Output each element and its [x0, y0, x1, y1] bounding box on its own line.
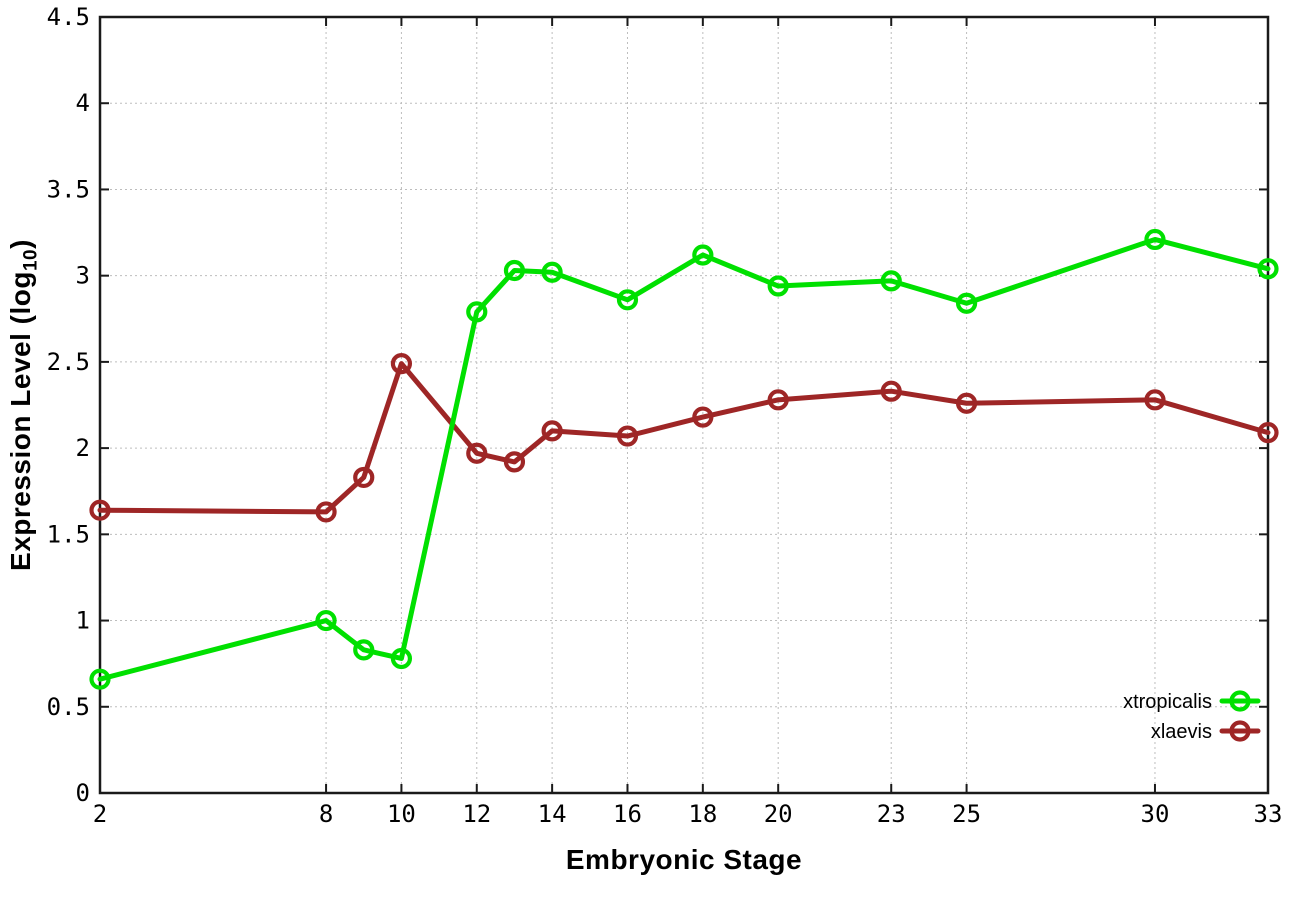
legend-marker-icon-xtropicalis: [1229, 690, 1251, 712]
series-xlaevis-marker: [353, 466, 375, 489]
series-xtropicalis-marker: [541, 261, 563, 283]
series-xtropicalis-marker: [880, 270, 902, 292]
y-tick-label: 0.5: [47, 693, 90, 721]
series-xlaevis-marker: [1257, 421, 1279, 444]
series-xlaevis-marker: [955, 392, 978, 414]
y-axis-title-subscript: 10: [20, 248, 42, 272]
legend-label-xlaevis: xlaevis: [1151, 721, 1212, 743]
x-tick-label: 10: [387, 800, 416, 828]
x-tick-label: 30: [1141, 800, 1170, 828]
series-xtropicalis-line: [97, 236, 1271, 682]
x-tick-label: 23: [877, 800, 906, 828]
x-tick-label: 20: [764, 800, 793, 828]
y-tick-label: 1.5: [47, 520, 90, 548]
series-xtropicalis-marker: [767, 275, 789, 297]
x-tick-label: 12: [462, 800, 491, 828]
series-xlaevis-line: [97, 361, 1271, 515]
series-xtropicalis-marker: [89, 668, 111, 690]
y-axis-title: Expression Level (log10): [5, 239, 42, 571]
series-xlaevis-marker: [541, 420, 563, 442]
y-axis-title-suffix: ): [5, 239, 36, 249]
y-tick-label: 2.5: [47, 348, 90, 376]
series-xlaevis-marker: [616, 425, 639, 447]
x-tick-label: 2: [93, 800, 107, 828]
y-tick-label: 3.5: [47, 175, 90, 203]
series-xlaevis-marker: [315, 501, 337, 523]
y-axis-title-text: Expression Level (log: [5, 271, 36, 571]
y-tick-label: 3: [76, 262, 90, 290]
x-tick-label: 25: [952, 800, 981, 828]
series-xtropicalis-marker: [390, 647, 413, 670]
series-xtropicalis-marker: [692, 244, 714, 266]
x-tick-label: 33: [1254, 800, 1283, 828]
y-tick-label: 1: [76, 607, 90, 635]
series-xlaevis-marker: [880, 380, 902, 402]
series-xtropicalis-marker: [466, 301, 488, 323]
series-xtropicalis-marker: [616, 289, 639, 311]
series-xlaevis-marker: [767, 389, 789, 411]
series-xlaevis-marker: [466, 442, 488, 464]
series-xtropicalis-marker: [955, 292, 978, 314]
x-axis-title: Embryonic Stage: [565, 844, 803, 875]
legend-label-xtropicalis: xtropicalis: [1123, 691, 1212, 713]
y-tick-label: 2: [76, 434, 90, 462]
y-tick-label: 0: [76, 779, 90, 807]
series-xlaevis-marker: [1144, 389, 1166, 411]
series-xlaevis-marker: [692, 406, 714, 428]
series-xtropicalis-marker: [1144, 228, 1166, 251]
y-tick-label: 4: [76, 89, 90, 117]
series-xlaevis-marker: [390, 353, 413, 375]
y-tick-label: 4.5: [47, 3, 90, 31]
x-tick-label: 16: [613, 800, 642, 828]
series-xtropicalis-marker: [503, 259, 526, 282]
series-xlaevis-marker: [89, 499, 111, 521]
x-tick-label: 14: [538, 800, 567, 828]
series-xlaevis-marker: [503, 451, 526, 473]
series-xtropicalis-marker: [315, 609, 337, 632]
legend-marker-icon-xlaevis: [1229, 720, 1251, 742]
x-tick-label: 18: [688, 800, 717, 828]
plot-border: [98, 15, 1270, 795]
series-xtropicalis-marker: [353, 639, 375, 661]
series-xtropicalis-marker: [1257, 258, 1279, 280]
x-tick-label: 8: [319, 800, 333, 828]
